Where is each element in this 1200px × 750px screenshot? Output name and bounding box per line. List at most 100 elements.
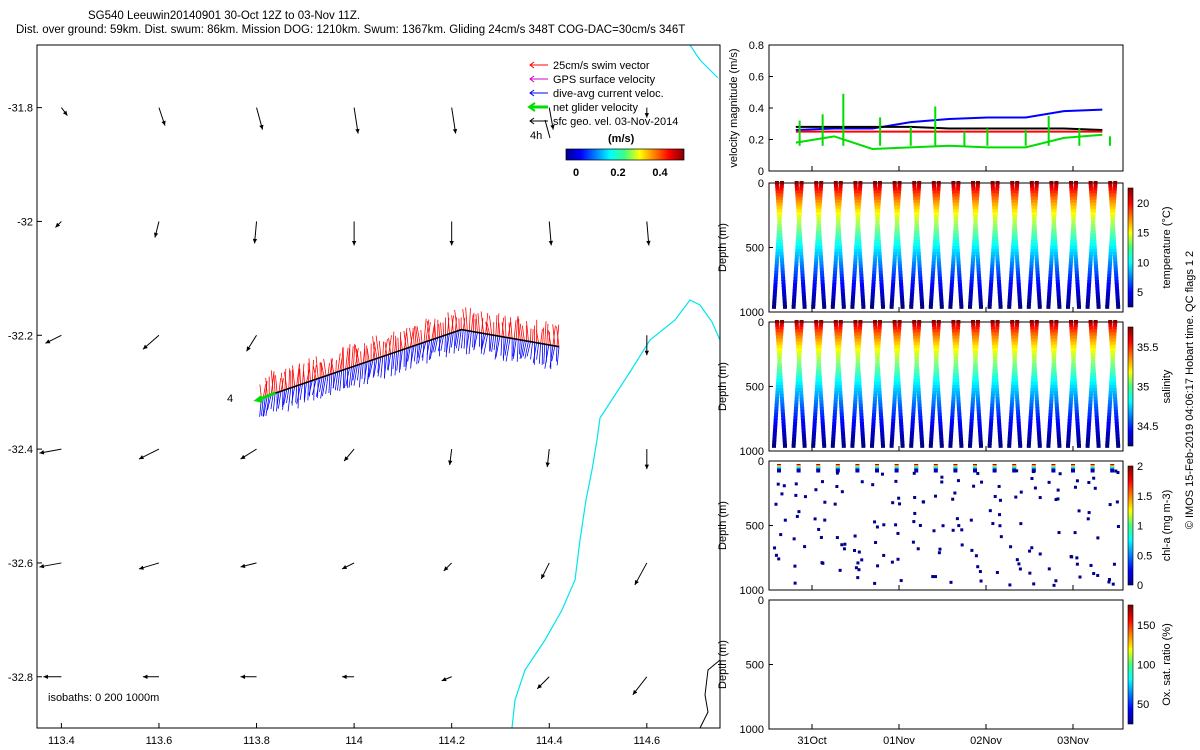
current-vector xyxy=(315,377,321,397)
temp-colorbar-tick: 5 xyxy=(1137,287,1143,299)
current-vector xyxy=(286,388,290,404)
swim-vector xyxy=(515,317,519,340)
current-vector xyxy=(291,386,296,404)
swim-vector xyxy=(468,308,471,331)
sal-panel: 0 500 1000 Depth (m) 34.5 35 35.5 salinity xyxy=(717,317,1173,458)
swim-vector xyxy=(388,335,392,355)
geo-vector-arrow xyxy=(153,221,160,238)
temp-y-tick-label: 500 xyxy=(746,243,764,255)
current-vector xyxy=(480,333,484,354)
swim-vector xyxy=(366,348,370,362)
current-vector xyxy=(295,385,298,403)
current-vector xyxy=(377,357,380,374)
current-vector xyxy=(453,331,456,354)
geo-vector-arrow xyxy=(353,107,360,134)
geo-vector-arrow xyxy=(55,221,62,228)
current-vector xyxy=(421,341,427,358)
temp-axes-box xyxy=(768,182,1124,313)
swim-vector xyxy=(544,321,547,345)
swim-vector xyxy=(354,344,358,366)
current-vector xyxy=(460,329,464,349)
geo-vector-arrow xyxy=(646,221,651,246)
swim-vector xyxy=(302,363,305,384)
current-vector xyxy=(536,343,540,360)
current-vector xyxy=(307,381,309,401)
swim-vector xyxy=(278,377,282,392)
geo-vector-arrow xyxy=(449,221,454,246)
swim-vector xyxy=(508,322,511,339)
legend-item-gps: GPS surface velocity xyxy=(529,74,656,86)
current-vector xyxy=(344,369,347,389)
ox-y-tick-label: 0 xyxy=(758,595,764,607)
swim-vector xyxy=(353,343,356,367)
swim-vector xyxy=(548,331,551,345)
swim-vector xyxy=(330,360,335,374)
time-tick-label: 02Nov xyxy=(970,735,1002,747)
swim-vector xyxy=(501,322,505,338)
ox-colorbar xyxy=(1127,604,1134,725)
geo-vector-arrow xyxy=(351,221,357,246)
chl-axes-box xyxy=(768,460,1124,591)
current-vector xyxy=(483,334,489,355)
geo-vector-arrow xyxy=(142,674,159,679)
swim-vector xyxy=(547,329,552,346)
current-vector xyxy=(387,354,390,370)
current-vector xyxy=(396,351,399,371)
chl-panel: 0 500 1000 Depth (m) 0 0.5 1 1.5 2 chl-a (mg m-3) xyxy=(717,456,1173,597)
current-vector xyxy=(407,346,411,362)
geo-vector-arrow xyxy=(536,676,550,690)
current-vector xyxy=(373,358,378,377)
geo-vector-arrow xyxy=(158,107,166,126)
swim-vector xyxy=(264,381,268,397)
current-vector xyxy=(502,337,507,359)
current-vector xyxy=(390,353,394,377)
geo-vector-arrow xyxy=(548,107,555,130)
swim-vector xyxy=(412,327,415,346)
legend-item-net: net glider velocity xyxy=(527,102,638,114)
velocity-y-tick-label: 0.8 xyxy=(749,40,764,52)
current-vector xyxy=(432,338,437,353)
ox-y-tick-label: 500 xyxy=(746,660,764,672)
current-vector xyxy=(516,339,519,362)
swim-vector xyxy=(315,356,319,379)
geo-vector-arrow xyxy=(451,107,458,134)
swim-vector xyxy=(509,317,513,339)
current-vector xyxy=(500,336,503,356)
velocity-y-tick-label: 0.2 xyxy=(749,135,764,147)
map-x-tick-label: 114.6 xyxy=(633,735,660,747)
swim-vector xyxy=(360,351,362,364)
swim-vector xyxy=(472,312,475,332)
ox-panel: 0 500 1000 Depth (m) 50 100 150 Ox. sat. ratio … xyxy=(717,595,1173,736)
swim-vector xyxy=(489,315,493,335)
current-vector xyxy=(291,387,294,406)
swim-vector xyxy=(335,360,337,373)
time-tick-label: 31Oct xyxy=(797,735,826,747)
map-x-tick-label: 114.2 xyxy=(438,735,465,747)
swim-vector xyxy=(299,368,301,385)
swim-vector xyxy=(364,343,366,363)
swim-vector xyxy=(556,326,560,347)
current-vector xyxy=(463,330,466,349)
geo-vector-arrow xyxy=(634,562,648,586)
current-vector xyxy=(519,340,523,359)
swim-vector xyxy=(403,327,408,350)
current-vector xyxy=(410,346,413,369)
sal-y-tick-label: 1000 xyxy=(740,446,764,458)
swim-vector xyxy=(470,314,474,332)
geo-vector-arrow xyxy=(548,221,554,246)
ox-y-tick-label: 1000 xyxy=(740,724,764,736)
current-vector xyxy=(466,330,470,349)
swim-vector xyxy=(477,313,480,333)
swim-vector xyxy=(517,315,521,340)
map-legend: 25cm/s swim vector GPS surface velocity … xyxy=(527,60,685,179)
geo-vector-arrow xyxy=(644,449,649,470)
current-vector xyxy=(417,343,421,358)
swim-vector xyxy=(337,353,341,372)
temp-ylabel: Depth (m) xyxy=(717,223,729,272)
swim-vector xyxy=(406,332,409,348)
sal-colorbar-tick: 35.5 xyxy=(1137,342,1158,354)
geo-vector-arrow xyxy=(441,676,452,682)
map-y-tick-label: -32.6 xyxy=(8,558,33,570)
